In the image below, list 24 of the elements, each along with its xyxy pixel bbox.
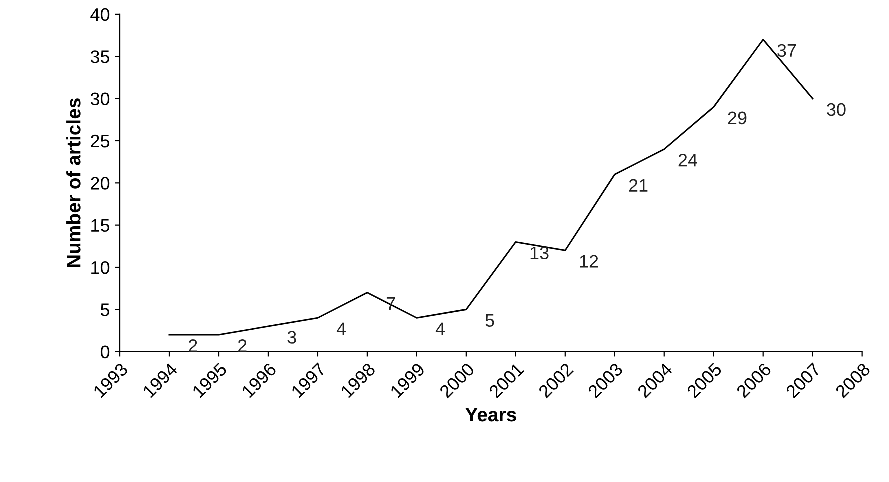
x-axis-title: Years <box>466 408 516 422</box>
data-label: 4 <box>336 322 346 336</box>
y-tick-label: 15 <box>92 219 110 232</box>
data-label: 30 <box>827 103 846 116</box>
data-label: 5 <box>486 314 494 328</box>
data-label: 13 <box>530 246 549 260</box>
data-label: 29 <box>728 112 747 125</box>
data-label: 37 <box>778 44 796 58</box>
y-tick-label: 20 <box>91 177 110 190</box>
data-label: 24 <box>678 154 698 167</box>
y-tick-label: 30 <box>90 92 110 106</box>
data-label: 2 <box>189 340 198 352</box>
y-axis-title: Number of articles <box>66 98 81 268</box>
y-tick-label: 25 <box>91 134 110 148</box>
data-label: 4 <box>436 322 446 336</box>
data-label: 2 <box>238 340 247 352</box>
y-tick-label: 40 <box>90 8 110 22</box>
data-label: 3 <box>288 331 296 344</box>
y-tick-label: 10 <box>92 261 110 274</box>
y-tick-label: 35 <box>90 50 110 64</box>
y-tick-label: 5 <box>100 304 110 316</box>
data-label: 21 <box>629 179 648 192</box>
y-tick-label: 0 <box>100 346 110 359</box>
data-label: 12 <box>580 255 598 268</box>
